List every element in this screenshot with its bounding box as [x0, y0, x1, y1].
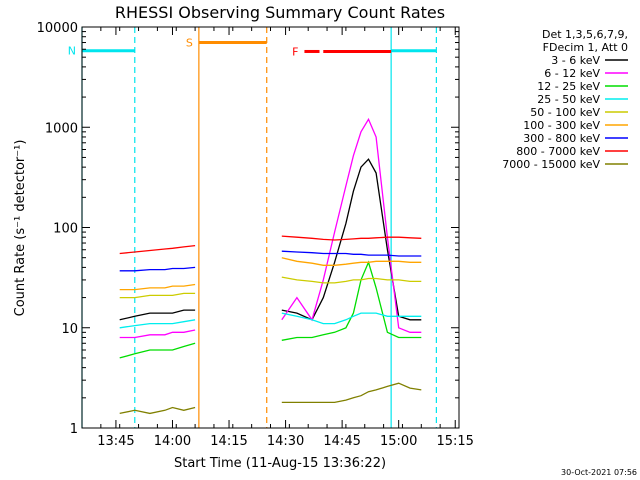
series-line: [281, 260, 422, 341]
legend-entry-label: 25 - 50 keV: [537, 93, 600, 106]
series-line: [281, 382, 422, 404]
series-line: [281, 312, 422, 325]
series-line: [281, 257, 422, 266]
series-line: [281, 158, 422, 321]
series-line: [119, 266, 196, 272]
series-line: [119, 342, 196, 359]
series-line: [119, 309, 196, 321]
series-line: [119, 292, 196, 299]
flag-label: F: [292, 45, 298, 58]
series-line: [281, 250, 422, 257]
legend-entry-label: 7000 - 15000 keV: [502, 158, 600, 171]
y-tick-label: 10: [61, 322, 78, 337]
legend-entry-label: 12 - 25 keV: [537, 80, 600, 93]
flag-label: N: [68, 45, 76, 58]
legend-header: FDecim 1, Att 0: [543, 41, 628, 54]
y-axis-label: Count Rate (s⁻¹ detector⁻¹): [13, 140, 28, 317]
y-tick-label: 1: [70, 422, 78, 437]
data-series: [119, 117, 422, 415]
legend-entry-label: 100 - 300 keV: [523, 119, 600, 132]
legend-entry-label: 300 - 800 keV: [523, 132, 600, 145]
series-line: [119, 283, 196, 291]
legend-entry-label: 3 - 6 keV: [551, 54, 600, 67]
series-line: [119, 329, 196, 339]
legend: Det 1,3,5,6,7,9,FDecim 1, Att 03 - 6 keV…: [502, 28, 628, 171]
x-tick-label: 14:30: [267, 434, 304, 449]
chart-title: RHESSI Observing Summary Count Rates: [115, 3, 445, 22]
series-line: [119, 406, 196, 415]
series-line: [281, 235, 422, 241]
y-tick-label: 10000: [37, 21, 78, 36]
flag-label: S: [186, 37, 193, 50]
generation-timestamp: 30-Oct-2021 07:56: [561, 468, 637, 477]
series-line: [281, 276, 422, 284]
legend-header: Det 1,3,5,6,7,9,: [542, 28, 628, 41]
legend-entry-label: 800 - 7000 keV: [516, 145, 600, 158]
x-tick-label: 15:15: [436, 434, 473, 449]
series-line: [281, 117, 422, 333]
vertical-markers: [81, 27, 437, 428]
x-tick-label: 14:15: [210, 434, 247, 449]
x-tick-label: 15:00: [380, 434, 417, 449]
legend-entry-label: 50 - 100 keV: [530, 106, 600, 119]
x-axis-label: Start Time (11-Aug-15 13:36:22): [174, 456, 386, 471]
y-axis: 1 10 100 1000 10000: [37, 21, 459, 437]
legend-entry-label: 6 - 12 keV: [544, 67, 600, 80]
series-line: [119, 319, 196, 329]
series-line: [119, 244, 196, 255]
x-tick-label: 13:45: [97, 434, 134, 449]
status-flags: NSF: [68, 37, 437, 58]
x-axis: 13:45 14:00 14:15 14:30 14:45 15:00 15:15: [81, 27, 474, 449]
plot-frame: [81, 26, 460, 429]
x-tick-label: 14:00: [154, 434, 191, 449]
x-tick-label: 14:45: [323, 434, 360, 449]
y-tick-label: 1000: [45, 121, 78, 136]
y-tick-label: 100: [53, 222, 78, 237]
plot-area: NSF: [68, 27, 437, 428]
